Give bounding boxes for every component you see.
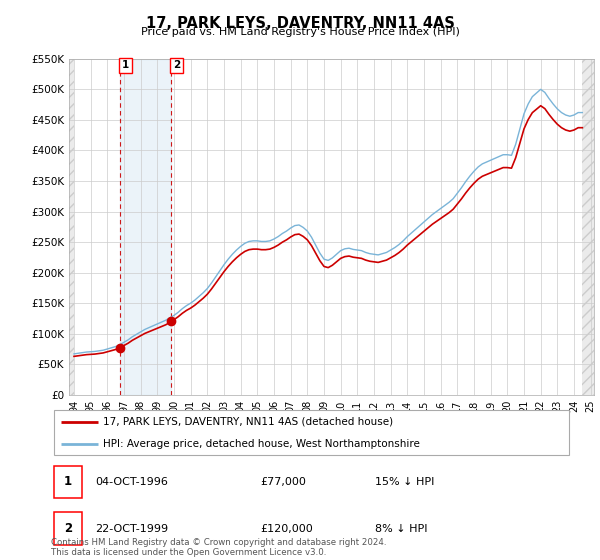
Text: 17, PARK LEYS, DAVENTRY, NN11 4AS (detached house): 17, PARK LEYS, DAVENTRY, NN11 4AS (detac… [103,417,394,427]
Text: 2: 2 [64,522,72,535]
FancyBboxPatch shape [53,465,82,498]
Text: 15% ↓ HPI: 15% ↓ HPI [374,477,434,487]
Text: 2: 2 [173,60,180,71]
Text: 8% ↓ HPI: 8% ↓ HPI [374,524,427,534]
Text: 04-OCT-1996: 04-OCT-1996 [95,477,168,487]
FancyBboxPatch shape [53,410,569,455]
Text: £77,000: £77,000 [260,477,305,487]
Text: 22-OCT-1999: 22-OCT-1999 [95,524,169,534]
Text: Contains HM Land Registry data © Crown copyright and database right 2024.
This d: Contains HM Land Registry data © Crown c… [51,538,386,557]
Text: 17, PARK LEYS, DAVENTRY, NN11 4AS: 17, PARK LEYS, DAVENTRY, NN11 4AS [146,16,454,31]
Text: 1: 1 [64,475,72,488]
Text: HPI: Average price, detached house, West Northamptonshire: HPI: Average price, detached house, West… [103,438,420,449]
FancyBboxPatch shape [53,512,82,545]
Text: 1: 1 [122,60,129,71]
Text: £120,000: £120,000 [260,524,313,534]
Text: Price paid vs. HM Land Registry's House Price Index (HPI): Price paid vs. HM Land Registry's House … [140,27,460,37]
Bar [120,59,170,395]
